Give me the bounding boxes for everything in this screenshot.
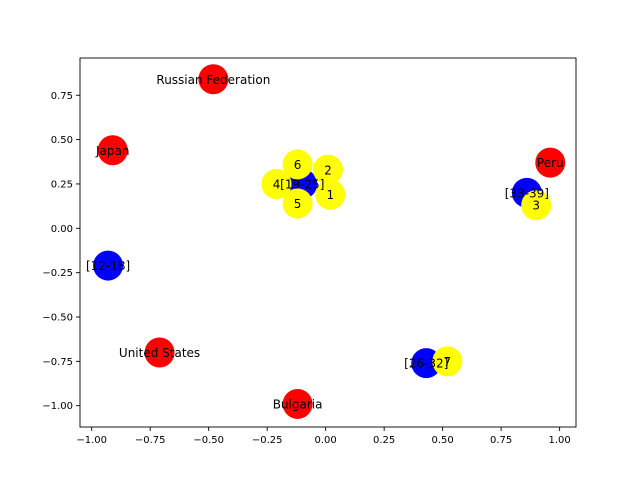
point-label: [12-18] (86, 259, 130, 273)
data-point (315, 179, 346, 210)
points-layer (93, 64, 566, 419)
y-tick-label: 0.75 (51, 91, 73, 102)
point-label: Bulgaria (273, 397, 323, 411)
x-tick-label: 0.00 (315, 435, 337, 446)
plot-area (80, 58, 576, 427)
point-label: 5 (294, 197, 302, 211)
data-point (144, 337, 175, 368)
point-label: 4 (273, 177, 281, 191)
data-point (198, 64, 229, 95)
point-label: United States (119, 346, 200, 360)
y-tick-label: 0.50 (51, 135, 73, 146)
y-tick-label: 0.25 (51, 179, 73, 190)
point-label: [19-25] (280, 177, 324, 191)
plot-background (80, 58, 576, 427)
point-label: 7 (444, 355, 452, 369)
y-tick-label: −0.75 (42, 357, 73, 368)
data-point (282, 149, 313, 180)
x-tick-label: −0.75 (135, 435, 166, 446)
x-tick-label: −0.25 (252, 435, 283, 446)
point-label: [33-39] (505, 186, 549, 200)
data-point (282, 388, 313, 419)
point-label: Russian Federation (156, 73, 270, 87)
x-tick-label: 0.75 (490, 435, 512, 446)
y-tick-label: 0.00 (51, 224, 73, 235)
y-axis-ticks: −1.00 −0.75 −0.50 −0.25 0.00 0.25 0.50 0.75 (42, 91, 80, 412)
point-label: 6 (294, 158, 302, 172)
point-label: 2 (324, 163, 332, 177)
point-label: [26-32] (404, 357, 448, 371)
x-tick-label: −1.00 (76, 435, 107, 446)
y-tick-label: −0.50 (42, 313, 73, 324)
data-point (521, 190, 552, 221)
data-point (432, 346, 463, 377)
axes-layer (79, 57, 577, 428)
data-point (282, 188, 313, 219)
data-point (93, 250, 124, 281)
point-label: Japan (95, 144, 129, 158)
data-point (261, 168, 292, 199)
labels-layer: Russian Federation Japan Peru United States… (86, 73, 564, 412)
x-tick-label: 1.00 (548, 435, 570, 446)
y-tick-label: −1.00 (42, 401, 73, 412)
x-tick-label: 0.50 (432, 435, 454, 446)
point-label: 1 (327, 188, 335, 202)
y-tick-label: −0.25 (42, 268, 73, 279)
data-point (313, 154, 343, 185)
data-point (535, 147, 566, 178)
point-label: Peru (537, 156, 564, 170)
data-point (97, 135, 128, 166)
x-tick-label: 0.25 (373, 435, 395, 446)
axes-frame (79, 57, 577, 428)
x-tick-label: −0.50 (193, 435, 224, 446)
x-axis-ticks: −1.00 −0.75 −0.50 −0.25 0.00 0.25 0.50 0.75 1.00 (76, 427, 571, 446)
point-label: 3 (532, 199, 540, 213)
